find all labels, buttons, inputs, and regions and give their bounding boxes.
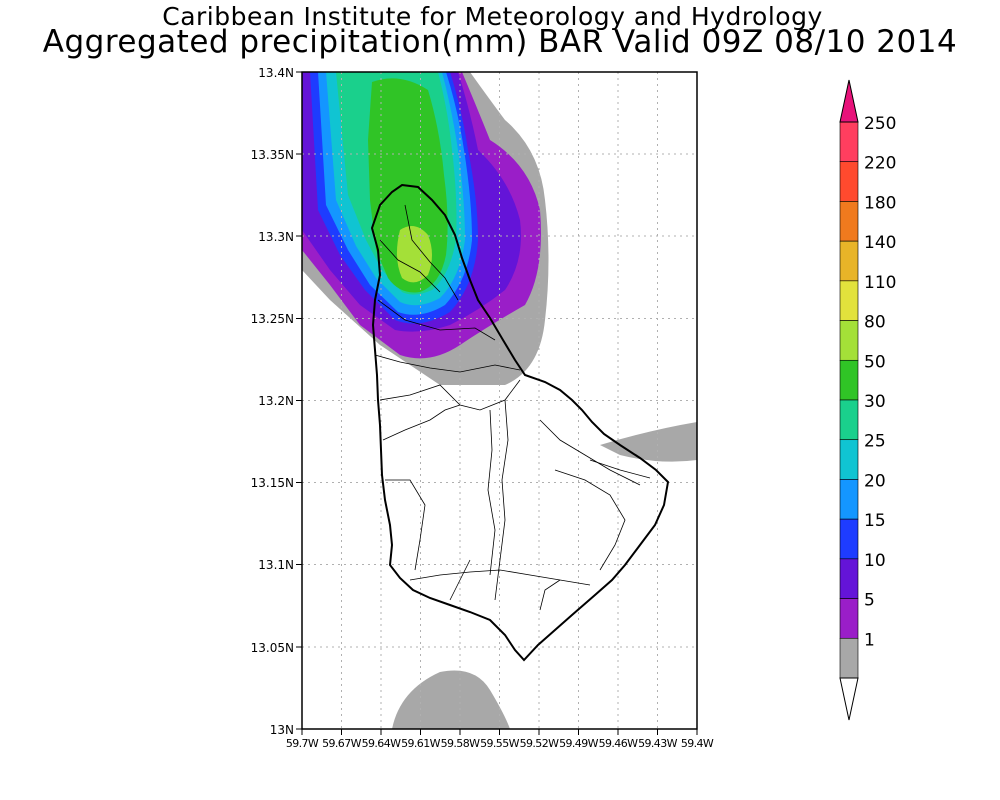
lat-label: 13.1N bbox=[258, 558, 294, 572]
lat-label: 13N bbox=[270, 723, 294, 737]
lon-label: 59.4W bbox=[681, 737, 714, 750]
lon-label: 59.61W bbox=[401, 737, 440, 750]
axis-ticks bbox=[296, 71, 698, 735]
lat-label: 13.4N bbox=[258, 66, 294, 80]
colorbar-label: 50 bbox=[864, 352, 886, 372]
precip-contour-1mm-south bbox=[392, 670, 510, 729]
map-gridlines bbox=[302, 72, 697, 729]
colorbar-legend: 250 220 180 140 110 80 50 30 25 20 15 10 5 1 bbox=[839, 79, 896, 721]
colorbar-label: 15 bbox=[864, 511, 886, 531]
colorbar-label: 5 bbox=[864, 591, 875, 611]
colorbar-swatch bbox=[839, 240, 859, 282]
colorbar-top-arrow bbox=[839, 79, 859, 123]
colorbar-label: 10 bbox=[864, 551, 886, 571]
colorbar-label: 20 bbox=[864, 471, 886, 491]
lat-label: 13.25N bbox=[251, 312, 294, 326]
lat-label: 13.2N bbox=[258, 394, 294, 408]
colorbar-label: 80 bbox=[864, 313, 886, 333]
colorbar-swatch bbox=[839, 121, 859, 163]
colorbar-label: 250 bbox=[864, 114, 896, 134]
colorbar-label: 110 bbox=[864, 273, 896, 293]
precip-contour-80mm bbox=[396, 226, 432, 283]
colorbar-swatch bbox=[839, 637, 859, 679]
longitude-labels: 59.7W 59.67W 59.64W 59.61W 59.58W 59.55W… bbox=[286, 737, 715, 750]
map-title-institute: Caribbean Institute for Meteorology and … bbox=[162, 2, 823, 31]
colorbar-label: 180 bbox=[864, 193, 896, 213]
lat-label: 13.05N bbox=[251, 641, 294, 655]
lon-label: 59.52W bbox=[520, 737, 559, 750]
colorbar-bottom-arrow bbox=[839, 677, 859, 721]
colorbar-label: 1 bbox=[864, 630, 875, 650]
lon-label: 59.64W bbox=[362, 737, 401, 750]
colorbar-swatch bbox=[839, 359, 859, 401]
lat-label: 13.35N bbox=[251, 148, 294, 162]
colorbar-swatch bbox=[839, 558, 859, 599]
precip-contour-1mm-east bbox=[600, 422, 697, 462]
lon-label: 59.67W bbox=[322, 737, 361, 750]
colorbar-label: 140 bbox=[864, 233, 896, 253]
colorbar-swatch bbox=[839, 598, 859, 639]
barbados-coastline bbox=[370, 183, 670, 662]
colorbar-swatch bbox=[839, 518, 859, 560]
colorbar-swatch bbox=[839, 320, 859, 361]
colorbar-swatch bbox=[839, 161, 859, 202]
lon-label: 59.58W bbox=[441, 737, 480, 750]
barbados-island bbox=[370, 183, 670, 662]
colorbar-label: 25 bbox=[864, 432, 886, 452]
lon-label: 59.55W bbox=[480, 737, 519, 750]
lat-label: 13.3N bbox=[258, 230, 294, 244]
colorbar-label: 220 bbox=[864, 154, 896, 174]
colorbar-label: 30 bbox=[864, 392, 886, 412]
lon-label: 59.49W bbox=[559, 737, 598, 750]
lon-label: 59.7W bbox=[286, 737, 319, 750]
parish-boundaries bbox=[374, 204, 651, 611]
colorbar-swatch bbox=[839, 479, 859, 520]
lat-label: 13.15N bbox=[251, 476, 294, 490]
colorbar-swatch bbox=[839, 399, 859, 441]
map-title-product: Aggregated precipitation(mm) BAR Valid 0… bbox=[42, 24, 958, 60]
colorbar-swatch bbox=[839, 280, 859, 321]
lon-label: 59.46W bbox=[599, 737, 638, 750]
colorbar-swatch bbox=[839, 439, 859, 480]
colorbar-swatch bbox=[839, 201, 859, 242]
latitude-labels: 13.4N 13.35N 13.3N 13.25N 13.2N 13.15N 1… bbox=[251, 66, 294, 737]
lon-label: 59.43W bbox=[638, 737, 677, 750]
